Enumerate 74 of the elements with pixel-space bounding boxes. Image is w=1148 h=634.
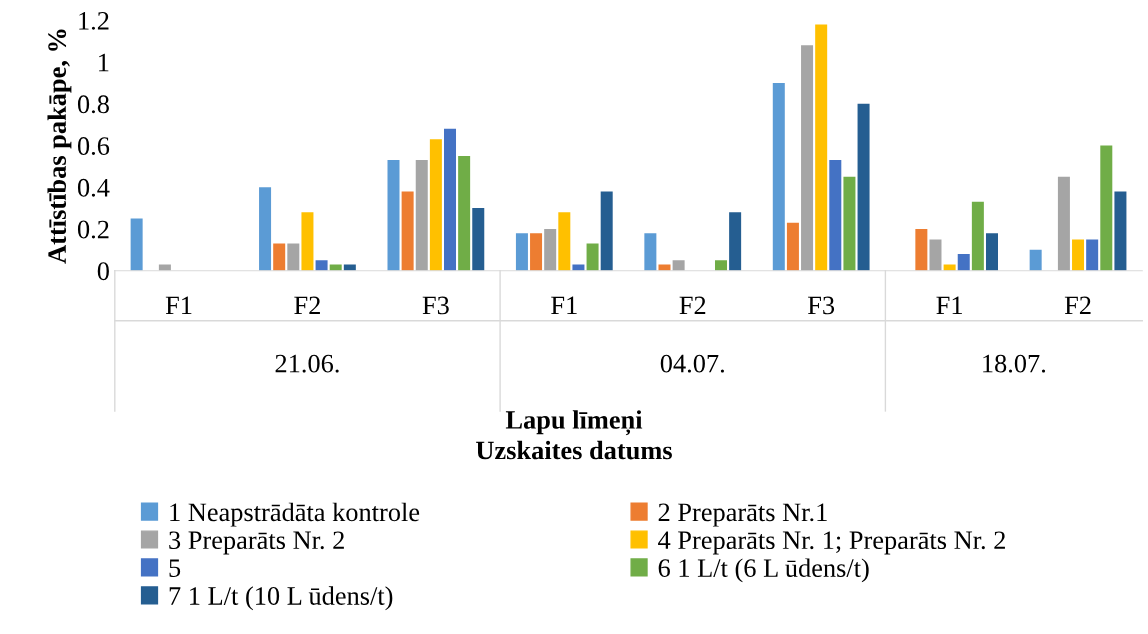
bar: [843, 176, 856, 271]
bar: [943, 264, 956, 271]
bar: [444, 128, 457, 271]
bar: [971, 201, 984, 271]
bar: [343, 264, 356, 271]
y-tick-label: 0: [97, 262, 109, 281]
bar: [1029, 249, 1042, 271]
legend-label: 3 Preparāts Nr. 2: [169, 531, 344, 555]
bar: [273, 243, 286, 271]
x-tick-label: F3: [422, 296, 449, 315]
bar: [672, 260, 685, 271]
x-tick-label: F2: [679, 296, 706, 315]
y-tick-label: 1.2: [79, 11, 109, 30]
bar: [158, 264, 171, 271]
y-tick-label: 1: [99, 53, 109, 72]
bar: [1072, 239, 1085, 271]
bar: [1057, 176, 1070, 271]
bar: [957, 254, 970, 271]
bar: [287, 243, 300, 271]
bar: [301, 212, 314, 271]
bar: [458, 155, 471, 271]
bar: [985, 233, 998, 271]
bar: [644, 233, 657, 271]
bar: [429, 139, 442, 271]
legend-label: 6 1 L/t (6 L ūdens/t): [658, 558, 869, 583]
bar: [829, 160, 842, 271]
text: 21.06.: [275, 354, 339, 373]
bar: [572, 264, 585, 271]
x-tick-label: F1: [936, 296, 962, 315]
bar: [558, 212, 571, 271]
x-tick-label: F1: [551, 296, 577, 315]
y-tick-label: 0.8: [77, 95, 109, 114]
x-tick-label: F3: [808, 296, 835, 315]
bar: [586, 243, 599, 271]
bar: [1086, 239, 1099, 271]
bar: [415, 160, 428, 271]
bar: [259, 187, 272, 271]
bar: [1100, 145, 1113, 271]
y-tick-label: 0.2: [77, 220, 109, 239]
y-axis-title: Attīstības pakāpe, %: [47, 29, 72, 264]
bar: [915, 228, 928, 271]
bar: [515, 233, 528, 271]
bar: [658, 264, 671, 271]
x-tick-label: F2: [1064, 296, 1091, 315]
bar: [815, 24, 828, 271]
bar: [857, 103, 870, 271]
legend-label: 5: [169, 559, 181, 577]
bar: [729, 212, 742, 271]
bar: [329, 264, 342, 271]
bar: [929, 239, 942, 271]
bar: [600, 191, 613, 271]
x-tick-label: F1: [165, 296, 192, 315]
bar: [786, 222, 799, 271]
x-tick-label: F2: [294, 296, 320, 315]
legend-label: 1 Neapstrādāta kontrole: [170, 502, 420, 527]
bar: [715, 260, 728, 271]
bar: [530, 233, 543, 271]
y-tick-label: 0.4: [77, 178, 110, 197]
bar: [315, 260, 328, 271]
bar: [401, 191, 414, 271]
bar: [772, 82, 785, 271]
bar: [387, 160, 400, 271]
text: 18.07.: [983, 354, 1046, 373]
bar: [1114, 191, 1127, 271]
legend-label: 4 Preparāts Nr. 1; Preparāts Nr. 2: [658, 531, 1005, 555]
text: 04.07.: [660, 354, 724, 373]
y-tick-label: 0.6: [77, 137, 110, 156]
bar: [801, 45, 814, 271]
legend-label: 7 1 L/t (10 L ūdens/t): [169, 586, 393, 611]
bar: [472, 208, 485, 271]
bar: [130, 218, 143, 271]
x-axis-title: Lapu līmeņi Uzskaites datums: [476, 410, 672, 460]
legend-label: 2 Preparāts Nr.1: [658, 503, 827, 527]
bar: [544, 228, 557, 271]
